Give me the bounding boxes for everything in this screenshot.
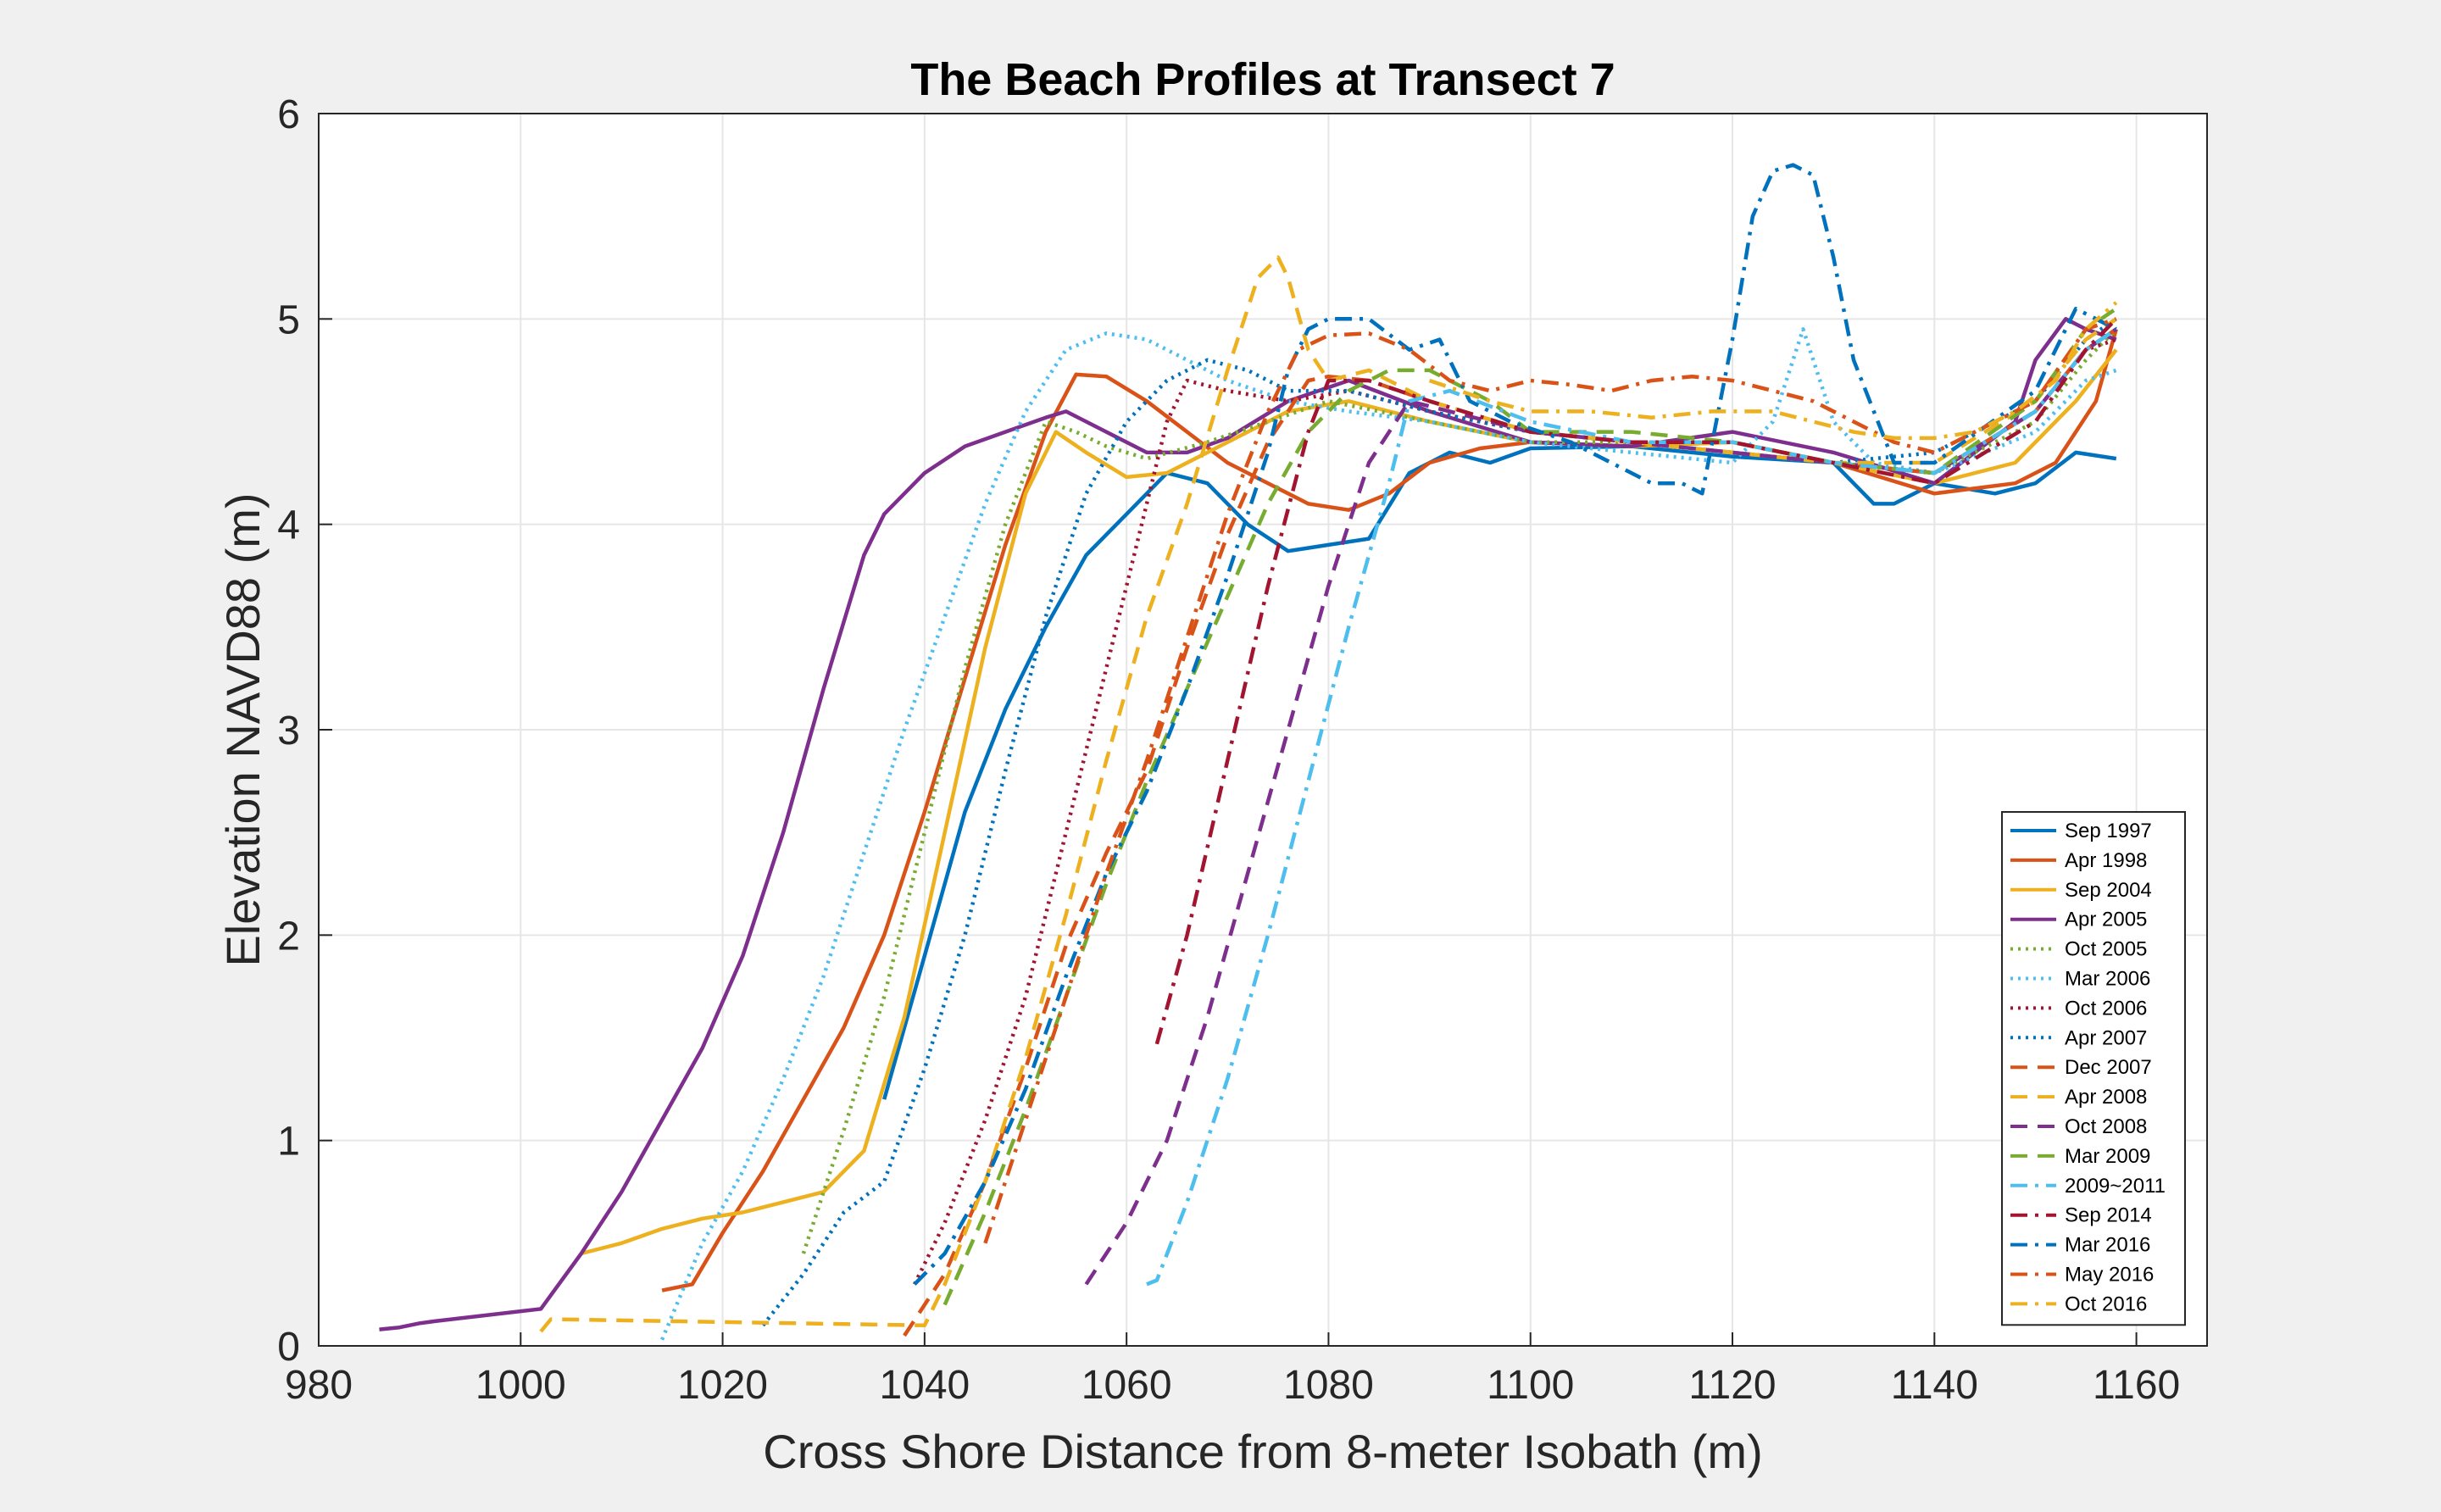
- legend-entry: Apr 2007: [2065, 1026, 2147, 1049]
- legend-entry: Dec 2007: [2065, 1056, 2152, 1079]
- x-axis-label: Cross Shore Distance from 8-meter Isobat…: [763, 1425, 1762, 1478]
- legend-box: [2001, 811, 2186, 1326]
- y-tick-label: 0: [277, 1325, 300, 1370]
- x-tick-label: 1020: [677, 1363, 768, 1408]
- y-tick-label: 6: [277, 92, 300, 137]
- axis-ticks: 980 1000 1020 1040 1060 1080 1100 1120 1140 1160 0…: [277, 92, 2180, 1408]
- series-line: [1146, 327, 2118, 1287]
- series-layer: [379, 163, 2118, 1341]
- legend-entry: Oct 2006: [2065, 997, 2147, 1020]
- legend-entry: Sep 1997: [2065, 820, 2152, 842]
- x-tick-label: 1080: [1283, 1363, 1374, 1408]
- series-line: [983, 317, 2117, 1244]
- legend-entry: Oct 2008: [2065, 1115, 2147, 1138]
- legend-entry: Sep 2014: [2065, 1204, 2152, 1227]
- legend-entry: 2009~2011: [2065, 1175, 2166, 1198]
- legend-entry: Apr 2005: [2065, 909, 2147, 931]
- x-tick-label: 1040: [879, 1363, 970, 1408]
- x-tick-label: 1140: [1891, 1363, 1978, 1408]
- x-tick-label: 1060: [1081, 1363, 1172, 1408]
- legend-entry: Sep 2004: [2065, 879, 2152, 902]
- series-line: [801, 327, 2118, 1254]
- legend-entry: Mar 2006: [2065, 968, 2150, 991]
- x-tick-label: 1100: [1487, 1363, 1574, 1408]
- chart-title: The Beach Profiles at Transect 7: [910, 54, 1615, 105]
- x-tick-label: 1160: [2093, 1363, 2180, 1408]
- legend-entry: Apr 1998: [2065, 849, 2147, 872]
- y-axis-label: Elevation NAVD88 (m): [216, 492, 270, 966]
- x-tick-label: 1120: [1688, 1363, 1776, 1408]
- legend-entry: Oct 2005: [2065, 938, 2147, 961]
- legend-entry: Mar 2016: [2065, 1234, 2150, 1257]
- legend-entry: Oct 2016: [2065, 1292, 2147, 1315]
- legend: Sep 1997 Apr 1998 Sep 2004 Apr 2005 Oct 2005…: [2001, 811, 2186, 1326]
- series-line: [1154, 317, 2118, 1045]
- legend-entry: Mar 2009: [2065, 1145, 2150, 1168]
- y-tick-label: 1: [277, 1120, 300, 1165]
- y-tick-label: 2: [277, 914, 300, 959]
- series-line: [761, 317, 2118, 1327]
- y-tick-label: 4: [277, 503, 300, 548]
- legend-entry: May 2016: [2065, 1264, 2154, 1287]
- x-tick-label: 980: [285, 1363, 353, 1408]
- x-tick-label: 1000: [475, 1363, 566, 1408]
- series-line: [942, 307, 2118, 1306]
- y-tick-label: 3: [277, 709, 300, 753]
- legend-entry: Apr 2008: [2065, 1086, 2147, 1109]
- y-tick-label: 5: [277, 297, 300, 342]
- series-line: [903, 327, 2118, 1337]
- series-line: [913, 163, 2117, 1286]
- series-line: [379, 317, 2117, 1331]
